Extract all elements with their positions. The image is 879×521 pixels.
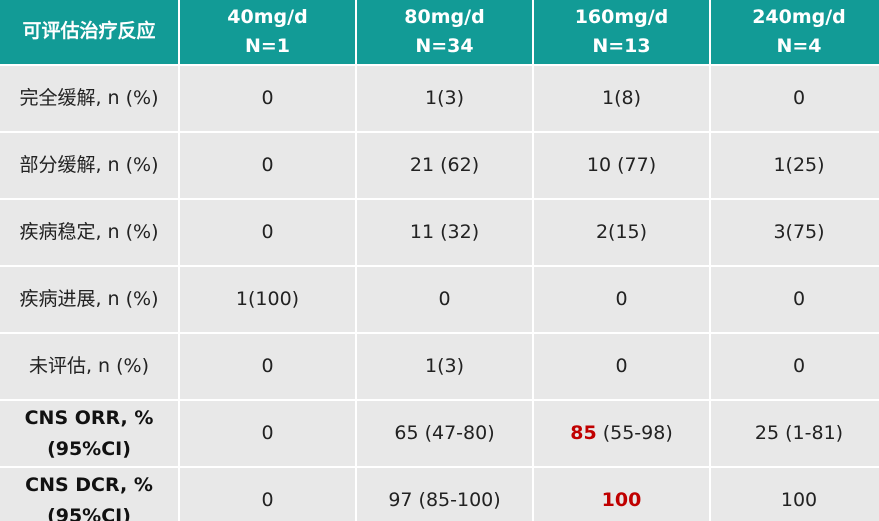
data-cell: 85 (55-98) bbox=[534, 401, 709, 466]
header-title: 可评估治疗反应 bbox=[22, 20, 156, 43]
cell-value: 0 bbox=[261, 221, 274, 244]
data-cell: 0 bbox=[180, 133, 355, 198]
data-cell: 1(3) bbox=[357, 66, 532, 131]
header-line: 160mg/d bbox=[574, 5, 669, 28]
data-cell: 0 bbox=[534, 267, 709, 332]
row-label: (95%CI) bbox=[47, 437, 131, 460]
data-cell: 0 bbox=[357, 267, 532, 332]
highlight-value: 85 bbox=[570, 422, 597, 445]
cell-value: 10 (77) bbox=[586, 154, 657, 177]
cell-value: 1(8) bbox=[601, 87, 641, 110]
cell-value: 0 bbox=[261, 154, 274, 177]
cell-line: 100 bbox=[602, 485, 642, 515]
cell-value: 0 bbox=[792, 87, 806, 110]
row-label-cell: CNS DCR, % (95%CI) bbox=[0, 468, 178, 521]
highlight-value: 100 bbox=[601, 489, 642, 512]
header-line: N=1 bbox=[244, 35, 291, 57]
data-cell: 100 bbox=[711, 468, 879, 521]
cell-value: 1(100) bbox=[235, 288, 300, 311]
cell-value: 2(15) bbox=[595, 221, 648, 244]
header-line: N=4 bbox=[776, 35, 822, 57]
data-cell: 21 (62) bbox=[357, 133, 532, 198]
cell-value: 1(3) bbox=[424, 87, 464, 110]
cell-value: 11 (32) bbox=[409, 221, 480, 244]
row-label-cell: 部分缓解, n (%) bbox=[0, 133, 178, 198]
data-cell: 0 bbox=[534, 334, 709, 399]
header-line: 240mg/d bbox=[752, 5, 846, 28]
row-label-cell: 疾病稳定, n (%) bbox=[0, 200, 178, 265]
data-cell: 65 (47-80) bbox=[357, 401, 532, 466]
row-label: 完全缓解, n (%) bbox=[19, 87, 159, 110]
header-line: N=13 bbox=[592, 35, 651, 57]
header-line: N=34 bbox=[415, 35, 474, 57]
data-cell: 2(15) bbox=[534, 200, 709, 265]
cell-value: 1(3) bbox=[424, 355, 464, 378]
cell-value: 0 bbox=[615, 355, 628, 378]
row-label: CNS DCR, % bbox=[25, 474, 153, 497]
row-label: 疾病进展, n (%) bbox=[19, 288, 159, 311]
data-cell: 0 bbox=[180, 401, 355, 466]
header-line: 80mg/d bbox=[404, 5, 485, 28]
cell-value: (55-98) bbox=[602, 422, 673, 445]
cell-value: 0 bbox=[261, 489, 274, 512]
data-cell: 1(25) bbox=[711, 133, 879, 198]
cell-value: 0 bbox=[261, 355, 274, 378]
row-label: (95%CI) bbox=[47, 504, 131, 521]
cell-value: 0 bbox=[261, 422, 274, 445]
cell-value: 97 (85-100) bbox=[388, 489, 501, 512]
cell-line: 85 (55-98) bbox=[570, 418, 673, 448]
data-cell: 1(8) bbox=[534, 66, 709, 131]
data-cell: 0 bbox=[180, 334, 355, 399]
cell-value: 0 bbox=[261, 87, 274, 110]
data-cell: 97 (85-100) bbox=[357, 468, 532, 521]
data-cell: 0 bbox=[711, 267, 879, 332]
cell-value: 25 (1-81) bbox=[754, 422, 844, 445]
cell-value: 100 bbox=[780, 489, 818, 512]
row-label-cell: CNS ORR, % (95%CI) bbox=[0, 401, 178, 466]
data-cell: 1(100) bbox=[180, 267, 355, 332]
row-label: 疾病稳定, n (%) bbox=[19, 221, 159, 244]
data-cell: 0 bbox=[711, 66, 879, 131]
row-label: CNS ORR, % bbox=[24, 407, 154, 430]
header-cell: 40mg/d N=1 bbox=[180, 0, 355, 64]
header-cell: 80mg/d N=34 bbox=[357, 0, 532, 64]
data-cell: 100 bbox=[534, 468, 709, 521]
cell-value: 0 bbox=[792, 355, 806, 378]
cell-value: 3(75) bbox=[773, 221, 825, 244]
data-cell: 10 (77) bbox=[534, 133, 709, 198]
data-cell: 11 (32) bbox=[357, 200, 532, 265]
header-line: 40mg/d bbox=[227, 5, 308, 28]
cell-value: 1(25) bbox=[773, 154, 825, 177]
header-cell: 可评估治疗反应 bbox=[0, 0, 178, 64]
data-cell: 0 bbox=[180, 66, 355, 131]
data-cell: 3(75) bbox=[711, 200, 879, 265]
row-label-cell: 完全缓解, n (%) bbox=[0, 66, 178, 131]
cell-value: 0 bbox=[615, 288, 628, 311]
data-cell: 1(3) bbox=[357, 334, 532, 399]
data-cell: 0 bbox=[180, 468, 355, 521]
row-label-cell: 疾病进展, n (%) bbox=[0, 267, 178, 332]
cell-value: 65 (47-80) bbox=[394, 422, 495, 445]
header-cell: 240mg/d N=4 bbox=[711, 0, 879, 64]
data-cell: 0 bbox=[180, 200, 355, 265]
data-cell: 0 bbox=[711, 334, 879, 399]
cell-value: 0 bbox=[438, 288, 451, 311]
row-label-cell: 未评估, n (%) bbox=[0, 334, 178, 399]
cell-value: 0 bbox=[792, 288, 806, 311]
data-cell: 25 (1-81) bbox=[711, 401, 879, 466]
row-label: 未评估, n (%) bbox=[28, 355, 150, 378]
header-cell: 160mg/d N=13 bbox=[534, 0, 709, 64]
row-label: 部分缓解, n (%) bbox=[19, 154, 159, 177]
cell-value: 21 (62) bbox=[409, 154, 480, 177]
